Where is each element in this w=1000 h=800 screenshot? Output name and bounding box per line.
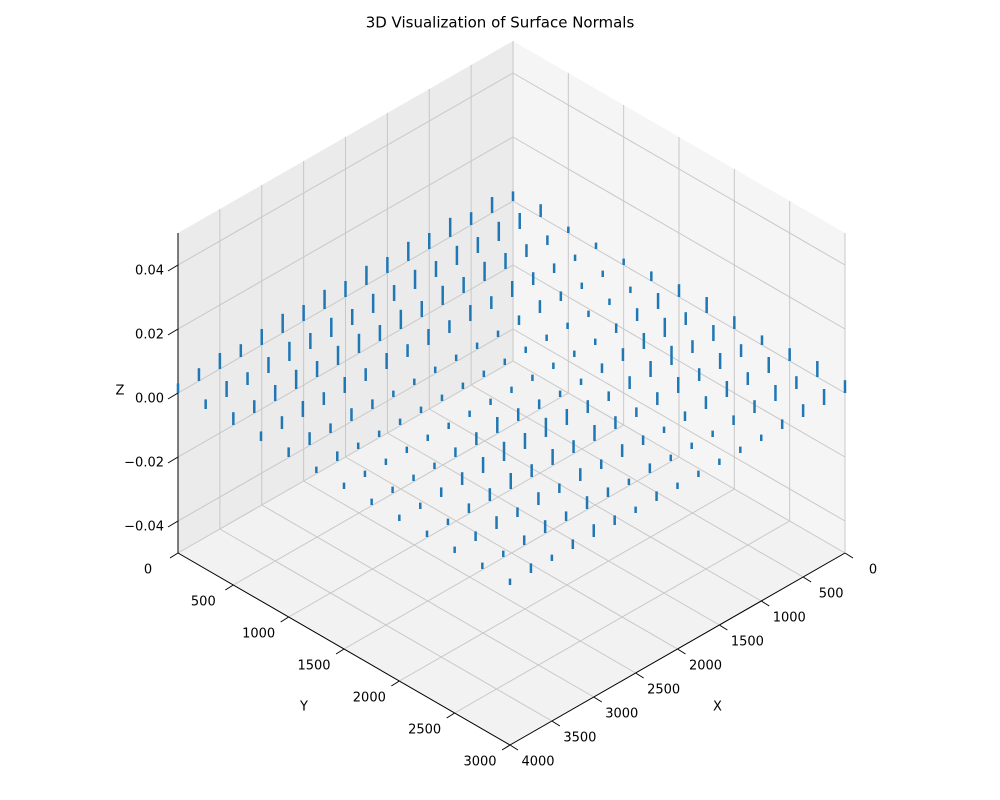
- x-tick-label: 2500: [647, 683, 680, 698]
- x-tick-label: 3000: [605, 707, 638, 722]
- x-tick: [677, 648, 686, 655]
- z-tick-label: 0.02: [135, 328, 164, 343]
- x-tick-label: 2000: [689, 659, 722, 674]
- grid-line: [454, 520, 790, 714]
- x-tick: [802, 576, 812, 583]
- z-tick: [167, 328, 179, 336]
- y-tick: [391, 680, 400, 687]
- z-tick: [167, 392, 179, 400]
- grid-line: [512, 72, 846, 266]
- grid-line: [512, 328, 846, 522]
- y-tick-label: 2500: [408, 723, 441, 738]
- x-tick-label: 1500: [731, 635, 764, 650]
- y-axis: [177, 552, 511, 746]
- grid-line: [288, 424, 624, 618]
- x-tick-label: 500: [819, 587, 844, 602]
- z-tick-label: −0.02: [124, 456, 164, 471]
- y-tick-label: 1000: [242, 627, 275, 642]
- z-tick-label: 0.00: [135, 392, 164, 407]
- x-tick: [844, 552, 854, 559]
- y-tick: [169, 552, 179, 559]
- z-axis-label: Z: [116, 384, 125, 399]
- x-tick: [719, 624, 728, 631]
- y-tick: [335, 648, 345, 655]
- grid-line: [177, 136, 514, 330]
- chart-title: 3D Visualization of Surface Normals: [366, 14, 635, 32]
- x-tick: [593, 696, 603, 703]
- x-tick-label: 4000: [521, 755, 554, 770]
- x-tick: [551, 720, 561, 727]
- y-tick-label: 2000: [353, 691, 386, 706]
- grid-line: [512, 136, 846, 330]
- z-tick: [167, 264, 179, 272]
- x-tick: [760, 600, 770, 607]
- z-tick-label: 0.04: [135, 264, 164, 279]
- x-tick: [509, 744, 519, 751]
- grid-line: [177, 360, 514, 554]
- grid-line: [399, 488, 735, 682]
- x-axis: [509, 552, 846, 746]
- y-tick: [280, 616, 289, 623]
- y-tick-label: 0: [144, 563, 152, 578]
- grid-line: [177, 72, 514, 266]
- y-tick-label: 1500: [297, 659, 330, 674]
- y-tick: [225, 584, 234, 591]
- y-tick-label: 3000: [463, 755, 496, 770]
- y-axis-label: Y: [299, 700, 308, 715]
- y-tick: [501, 744, 511, 751]
- x-tick-label: 3500: [563, 731, 596, 746]
- grid-line: [343, 456, 680, 650]
- y-tick: [446, 712, 455, 719]
- z-tick-label: −0.04: [124, 520, 164, 535]
- x-axis-label: X: [713, 700, 722, 715]
- grid-line: [512, 264, 846, 458]
- x-tick: [635, 672, 644, 679]
- grid-line: [233, 392, 569, 586]
- z-tick: [167, 520, 179, 528]
- x-tick-label: 1000: [773, 611, 806, 626]
- x-tick-label: 0: [869, 563, 877, 578]
- y-tick-label: 500: [191, 595, 216, 610]
- z-tick: [167, 456, 179, 464]
